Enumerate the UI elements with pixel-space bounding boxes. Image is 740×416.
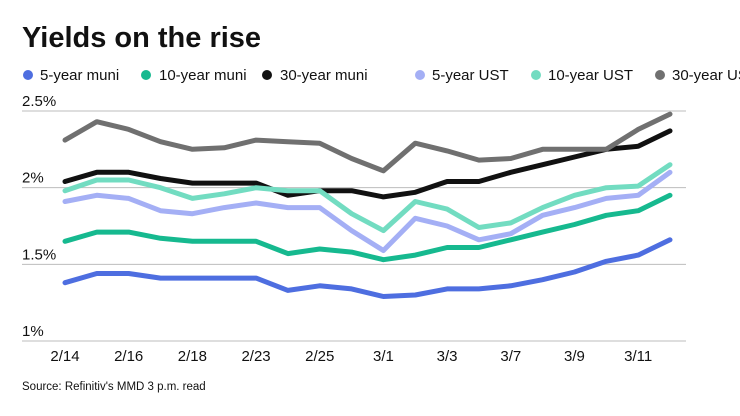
legend-label: 5-year muni [40,67,119,84]
legend-marker [655,70,665,80]
x-tick-label: 2/25 [305,348,334,365]
x-tick-label: 3/1 [373,348,394,365]
y-tick-label: 1.5% [22,246,56,263]
y-tick-label: 1% [22,323,44,340]
x-tick-label: 2/14 [50,348,79,365]
source-note: Source: Refinitiv's MMD 3 p.m. read [22,381,206,393]
legend-marker [23,70,33,80]
x-tick-label: 2/18 [178,348,207,365]
series-line [62,237,673,299]
legend-label: 10-year muni [159,67,247,84]
series-line [62,128,673,200]
legend-marker [141,70,151,80]
legend-label: 5-year UST [432,67,509,84]
x-tick-label: 3/7 [500,348,521,365]
legend-marker [415,70,425,80]
legend-marker [262,70,272,80]
x-tick-label: 2/23 [241,348,270,365]
legend-label: 30-year UST [672,67,740,84]
series-line [62,192,673,263]
series-line [62,162,673,234]
series-line [62,111,673,174]
x-tick-label: 3/11 [624,348,652,365]
y-tick-label: 2% [22,170,44,187]
legend-marker [531,70,541,80]
y-tick-label: 2.5% [22,93,56,110]
legend-label: 30-year muni [280,67,368,84]
chart-title: Yields on the rise [22,22,261,54]
x-tick-label: 3/3 [437,348,458,365]
series-line [62,169,673,253]
x-tick-label: 3/9 [564,348,585,365]
x-tick-label: 2/16 [114,348,143,365]
legend-label: 10-year UST [548,67,633,84]
